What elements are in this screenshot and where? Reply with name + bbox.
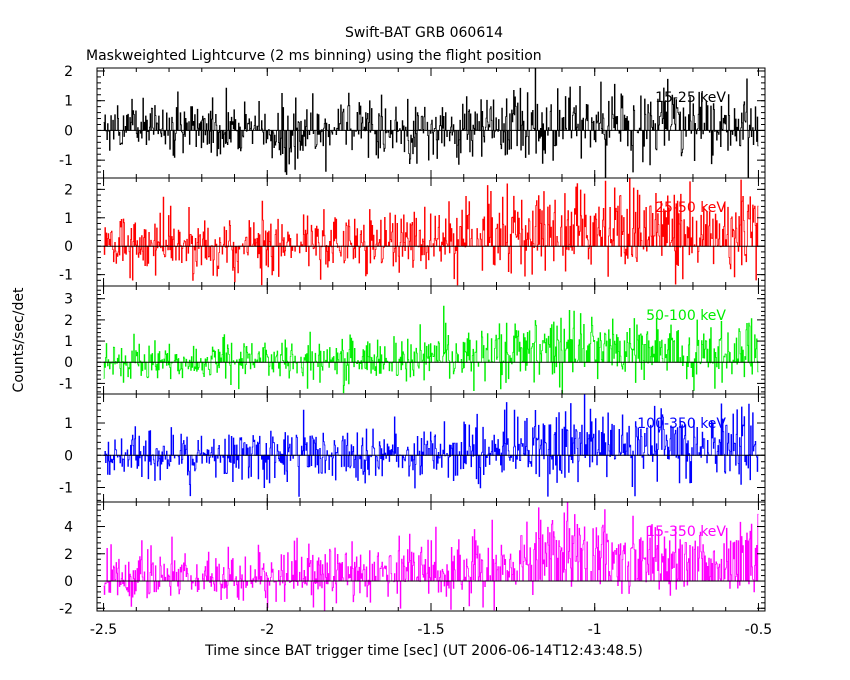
y-tick-label: -1 [59,480,73,496]
x-tick-label: -0.5 [745,622,772,638]
series-label: 100-350 keV [637,416,726,432]
x-tick-label: -1.5 [417,622,444,638]
panel-50-100-kev: -1 0 1 2 3 50-100 keV [59,285,766,395]
y-tick-label: 2 [64,313,73,329]
y-tick-label: 4 [64,520,73,536]
chart-subtitle: Maskweighted Lightcurve (2 ms binning) u… [86,48,542,64]
y-tick-label: 2 [64,182,73,198]
series-line [103,305,759,395]
y-tick-label: 1 [64,416,73,432]
y-tick-label: 2 [64,547,73,563]
series-label: 50-100 keV [646,308,726,324]
y-tick-label: 0 [64,574,73,590]
panel-frame [96,285,766,395]
y-tick-label: 1 [64,94,73,110]
y-tick-label: 0 [64,239,73,255]
y-tick-label: 0 [64,355,73,371]
series-line [103,393,759,497]
panel-15-350-kev: -2 0 2 4 15-350 keV [59,501,766,617]
y-tick-label: -1 [59,268,73,284]
x-axis-label: Time since BAT trigger time [sec] (UT 20… [204,643,643,659]
panel-25-50-kev: -1 0 1 2 25-50 keV [59,177,766,287]
panels-group: -1 0 1 2 15-25 keV -1 0 1 2 25-50 keV -1 0 1 2 3 50-100… [59,64,772,638]
y-tick-label: -1 [59,153,73,169]
series-label: 15-350 keV [646,524,726,540]
y-axis-label: Counts/sec/det [11,287,27,392]
panel-frame [96,393,766,503]
y-tick-label: 1 [64,211,73,227]
y-tick-label: -1 [59,376,73,392]
series-label: 25-50 keV [655,200,726,216]
x-tick-label: -2.5 [90,622,117,638]
x-tick-label: -2 [260,622,274,638]
y-tick-label: -2 [59,601,73,617]
series-label: 15-25 keV [655,90,726,106]
y-tick-label: 0 [64,448,73,464]
series-line [103,501,759,612]
x-tick-label: -1 [588,622,602,638]
series-line [103,67,759,179]
series-line [103,177,759,286]
chart-title: Swift-BAT GRB 060614 [345,25,503,41]
y-tick-label: 2 [64,64,73,80]
y-tick-label: 3 [64,292,73,308]
y-tick-label: 1 [64,334,73,350]
y-tick-label: 0 [64,123,73,139]
panel-15-25-kev: -1 0 1 2 15-25 keV [59,64,766,179]
panel-100-350-kev: -1 0 1 100-350 keV [59,393,766,503]
